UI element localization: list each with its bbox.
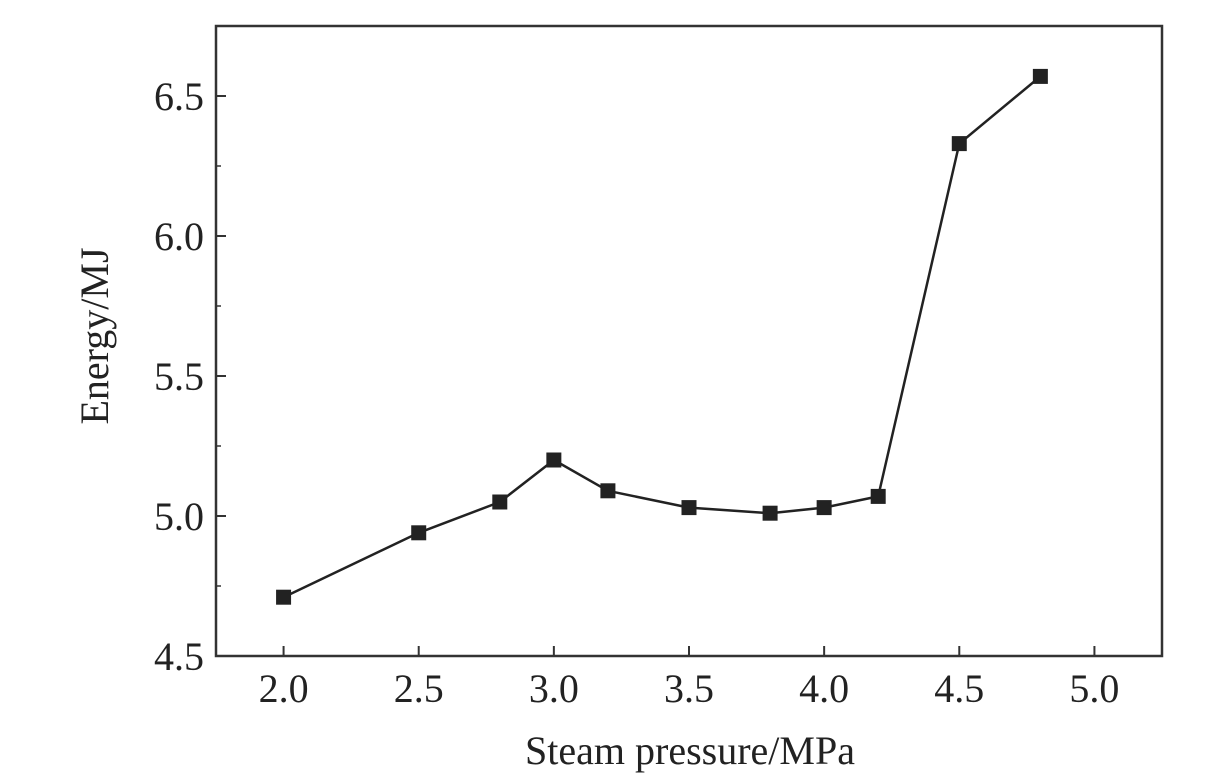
data-point-marker: [411, 525, 427, 541]
data-series: [283, 75, 1042, 599]
series-line: [283, 75, 1042, 599]
y-axis-title: Energy/MJ: [72, 247, 117, 424]
y-tick-label: 6.5: [154, 74, 204, 119]
x-axis-title: Steam pressure/MPa: [525, 728, 855, 773]
x-tick-label: 3.0: [529, 666, 579, 711]
y-tick-label: 5.0: [154, 494, 204, 539]
x-tick-label: 3.5: [664, 666, 714, 711]
data-point-marker: [600, 483, 616, 499]
data-point-marker: [1032, 68, 1048, 84]
data-point-marker: [951, 136, 967, 152]
data-point-marker: [762, 505, 778, 521]
x-tick-label: 4.5: [934, 666, 984, 711]
x-tick-label: 4.0: [799, 666, 849, 711]
axis-ticks: [216, 95, 1096, 657]
data-point-marker: [276, 589, 292, 605]
x-tick-label: 2.0: [259, 666, 309, 711]
y-tick-label: 6.0: [154, 214, 204, 259]
data-point-marker: [816, 500, 832, 516]
data-markers: [276, 68, 1048, 605]
y-tick-label: 4.5: [154, 634, 204, 679]
data-point-marker: [681, 500, 697, 516]
data-point-marker: [492, 494, 508, 510]
x-tick-label: 2.5: [394, 666, 444, 711]
y-tick-label: 5.5: [154, 354, 204, 399]
data-point-marker: [870, 488, 886, 504]
axis-tick-labels: 2.0 2.5 3.0 3.5 4.0 4.5 5.0 4.5 5.0 5.5 6.0 6.5: [154, 74, 1119, 711]
data-point-marker: [546, 452, 562, 468]
x-tick-label: 5.0: [1069, 666, 1119, 711]
